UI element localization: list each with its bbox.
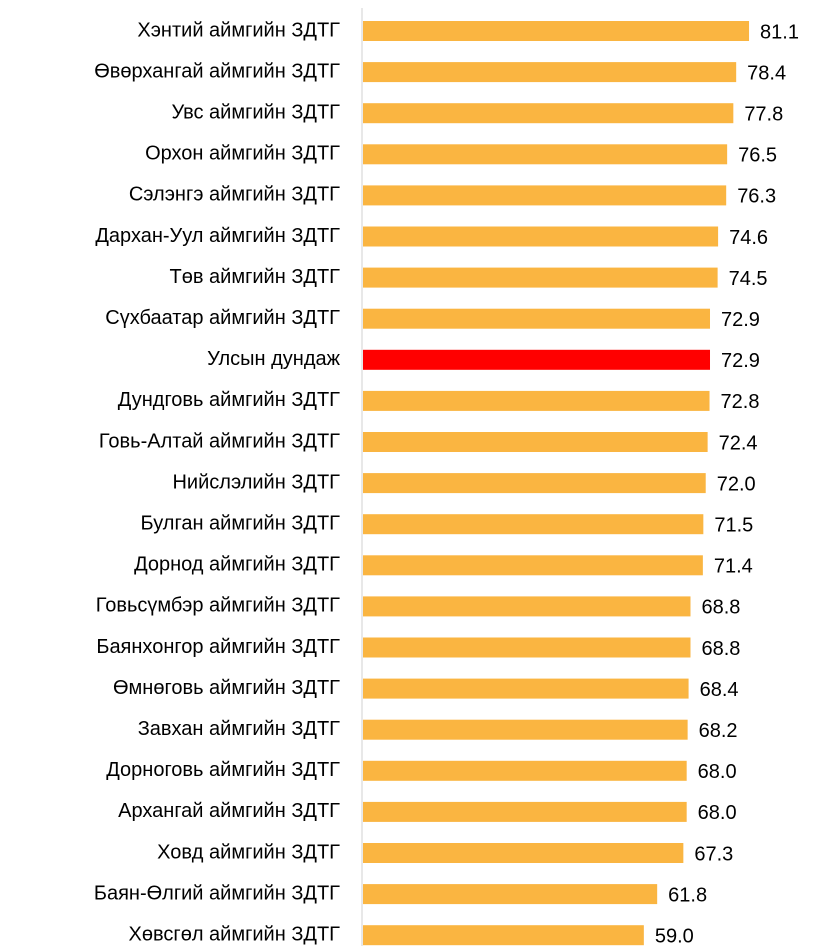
category-label: Төв аймгийн ЗДТГ — [170, 266, 341, 288]
category-label: Дундговь аймгийн ЗДТГ — [118, 389, 340, 411]
category-label: Нийслэлийн ЗДТГ — [172, 471, 340, 493]
bar — [363, 185, 727, 206]
category-label: Хөвсгөл аймгийн ЗДТГ — [129, 923, 341, 945]
value-label: 72.0 — [717, 473, 756, 495]
value-label: 68.8 — [701, 597, 740, 619]
bar — [363, 144, 728, 165]
category-label: Өвөрхангай аймгийн ЗДТГ — [94, 60, 340, 82]
bar — [363, 843, 684, 863]
category-label: Орхон аймгийн ЗДТГ — [145, 143, 340, 165]
value-label: 68.2 — [699, 720, 738, 742]
bar — [363, 884, 658, 905]
value-label: 72.4 — [719, 432, 758, 454]
value-label: 72.9 — [721, 309, 760, 331]
category-label: Сүхбаатар аймгийн ЗДТГ — [105, 307, 340, 329]
value-label: 76.5 — [738, 145, 777, 167]
category-label: Баянхонгор аймгийн ЗДТГ — [96, 636, 340, 658]
bar — [363, 349, 711, 370]
value-label: 77.8 — [744, 103, 783, 125]
value-label: 59.0 — [655, 925, 694, 946]
category-label: Дорноговь аймгийн ЗДТГ — [106, 759, 340, 781]
category-label: Булган аймгийн ЗДТГ — [141, 512, 341, 534]
bar — [363, 62, 737, 83]
category-label: Говьсүмбэр аймгийн ЗДТГ — [96, 595, 340, 617]
value-label: 72.8 — [721, 391, 760, 413]
category-label: Дархан-Уул аймгийн ЗДТГ — [95, 225, 340, 247]
value-label: 61.8 — [668, 884, 707, 906]
value-label: 76.3 — [737, 186, 776, 208]
category-label: Ховд аймгийн ЗДТГ — [157, 841, 340, 863]
bar — [363, 103, 734, 124]
category-label: Дорнод аймгийн ЗДТГ — [134, 554, 340, 576]
bar — [363, 226, 719, 247]
category-label: Улсын дундаж — [207, 348, 341, 370]
category-label: Сэлэнгэ аймгийн ЗДТГ — [129, 184, 340, 206]
bar — [363, 267, 718, 288]
value-label: 68.0 — [698, 761, 737, 783]
bar — [363, 514, 704, 535]
category-label: Архангай аймгийн ЗДТГ — [118, 800, 340, 822]
bar — [363, 308, 711, 329]
bar — [363, 432, 708, 452]
value-label: 71.5 — [714, 514, 753, 536]
category-label: Өмнөговь аймгийн ЗДТГ — [113, 677, 340, 699]
value-label: 68.0 — [698, 802, 737, 824]
bar — [363, 637, 691, 658]
value-label: 68.8 — [701, 638, 740, 660]
bar — [363, 473, 706, 494]
bar — [363, 801, 687, 822]
value-label: 74.6 — [729, 227, 768, 249]
value-label: 81.1 — [760, 21, 799, 43]
bar — [363, 21, 750, 41]
value-label: 71.4 — [714, 556, 753, 578]
value-label: 67.3 — [694, 843, 733, 865]
category-label: Увс аймгийн ЗДТГ — [172, 101, 341, 123]
category-label: Хэнтий аймгийн ЗДТГ — [137, 19, 340, 41]
bar — [363, 390, 710, 411]
category-label: Завхан аймгийн ЗДТГ — [138, 718, 340, 740]
category-label: Говь-Алтай аймгийн ЗДТГ — [99, 430, 340, 452]
bar — [363, 760, 687, 781]
value-label: 72.9 — [721, 350, 760, 372]
value-label: 74.5 — [729, 268, 768, 290]
bar — [363, 719, 688, 740]
value-label: 68.4 — [700, 679, 739, 701]
value-label: 78.4 — [747, 62, 786, 84]
category-label: Баян-Өлгий аймгийн ЗДТГ — [94, 882, 340, 904]
bar — [363, 555, 703, 576]
bar — [363, 925, 644, 946]
bar — [363, 678, 689, 699]
bar — [363, 596, 691, 617]
